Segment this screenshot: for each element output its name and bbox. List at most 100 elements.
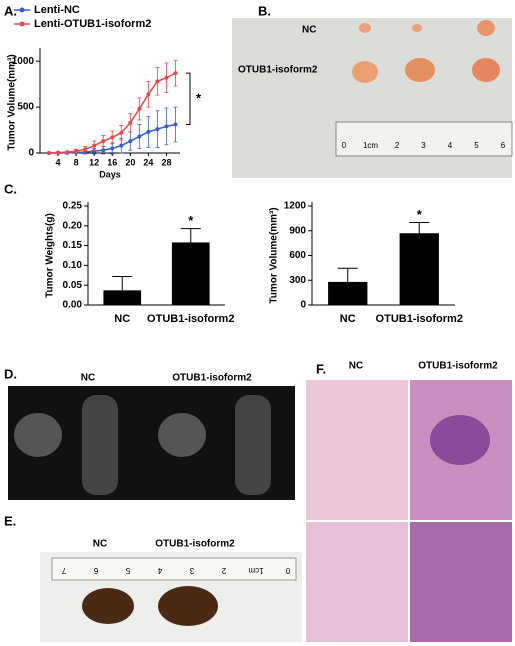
annotation: * (188, 213, 194, 228)
histology-images (306, 380, 512, 642)
point (101, 139, 106, 144)
point (128, 139, 133, 144)
ruler-label: 6 (501, 141, 506, 150)
x-tick-label: 8 (74, 157, 79, 167)
x-tick-label: NC (114, 313, 130, 325)
y-axis-label: Tumor Volume(mm³) (269, 207, 280, 303)
y-tick-label: 0.15 (63, 240, 83, 251)
ruler-label: 3 (421, 141, 426, 150)
x-tick-label: 16 (107, 157, 117, 167)
ruler-label: 1cm (363, 141, 378, 150)
point (146, 129, 151, 134)
point (119, 143, 124, 148)
ruler-label: 0 (342, 141, 347, 150)
ruler-label: 3 (189, 566, 194, 575)
ruler-label: 4 (157, 566, 162, 575)
point (173, 71, 178, 76)
panel-label: C. (4, 181, 17, 196)
point (155, 79, 160, 84)
ruler-label: 2 (395, 141, 400, 150)
annotation: * (417, 207, 423, 222)
photo-label: OTUB1-isoform2 (172, 373, 252, 384)
panel-label: F. (316, 361, 326, 376)
y-tick-label: 0 (300, 300, 306, 311)
x-axis-label: Days (99, 169, 121, 179)
legend-label: Lenti-NC (34, 4, 80, 16)
photo-label: OTUB1-isoform2 (238, 65, 318, 76)
point (110, 146, 115, 151)
point (155, 127, 160, 132)
y-axis-label: Tumor Volume(mm³) (7, 54, 18, 150)
panel-label: B. (258, 3, 271, 18)
point (164, 75, 169, 80)
y-tick-label: 0.10 (63, 260, 83, 271)
point (92, 143, 97, 148)
point (164, 124, 169, 129)
legend-label: Lenti-OTUB1-isoform2 (34, 18, 151, 30)
bar (171, 242, 210, 305)
x-tick-label: 12 (89, 157, 99, 167)
y-tick-label: 0.25 (63, 201, 83, 212)
x-tick-label: 20 (125, 157, 135, 167)
point (119, 130, 124, 135)
ruler-label: 0 (285, 566, 290, 575)
bar (399, 233, 439, 305)
photo-b: NC OTUB1-isoform2 0 1cm 2 3 4 5 6 (232, 18, 513, 178)
point (128, 120, 133, 125)
error-bar (409, 222, 430, 234)
photo-label: OTUB1-isoform2 (418, 361, 498, 372)
ruler-label: 5 (125, 566, 130, 575)
point (146, 92, 151, 97)
y-tick-label: 0.20 (63, 220, 83, 231)
ruler-label: 2 (221, 566, 226, 575)
ruler-label: 7 (61, 566, 66, 575)
x-tick-label: OTUB1-isoform2 (147, 313, 234, 325)
y-axis-label: Tumor Weights(g) (45, 213, 56, 298)
photo-label: NC (93, 539, 107, 550)
x-tick-label: 28 (161, 157, 171, 167)
error-bar (112, 275, 133, 291)
point (137, 134, 142, 139)
y-tick-label: 900 (289, 225, 306, 236)
point (101, 148, 106, 153)
ct-images (8, 386, 295, 500)
annotation: * (196, 90, 202, 105)
point (74, 149, 79, 154)
error-bar (337, 267, 358, 282)
photo-label: NC (349, 361, 363, 372)
error-bar (180, 228, 201, 243)
panel-label: D. (4, 366, 17, 381)
y-tick-label: 500 (17, 102, 34, 113)
panel-label: A. (4, 3, 17, 18)
y-tick-label: 0.00 (63, 300, 83, 311)
x-tick-label: OTUB1-isoform2 (376, 313, 463, 325)
photo-e: 0 1cm 2 3 4 5 6 7 (40, 552, 302, 642)
y-tick-label: 1000 (12, 56, 35, 67)
legend-marker (19, 7, 25, 13)
ruler-label: 6 (93, 566, 98, 575)
y-tick-label: 0.05 (63, 280, 83, 291)
point (137, 106, 142, 111)
ruler-label: 4 (448, 141, 453, 150)
photo-label: NC (81, 373, 95, 384)
x-tick-label: 24 (143, 157, 153, 167)
point (47, 151, 52, 155)
point (83, 147, 88, 152)
point (110, 135, 115, 140)
point (56, 150, 61, 155)
point (173, 122, 178, 127)
y-tick-label: 600 (289, 250, 306, 261)
bar (328, 281, 368, 305)
bar (103, 290, 142, 305)
y-tick-label: 1200 (284, 201, 307, 212)
significance-bracket (186, 72, 191, 126)
photo-label: OTUB1-isoform2 (155, 539, 235, 550)
y-tick-label: 300 (289, 275, 306, 286)
ruler-label: 1cm (248, 566, 263, 575)
ruler-label: 5 (474, 141, 479, 150)
photo-label: NC (302, 25, 316, 36)
x-tick-label: NC (340, 313, 356, 325)
panel-label: E. (4, 513, 16, 528)
x-tick-label: 4 (56, 157, 61, 167)
